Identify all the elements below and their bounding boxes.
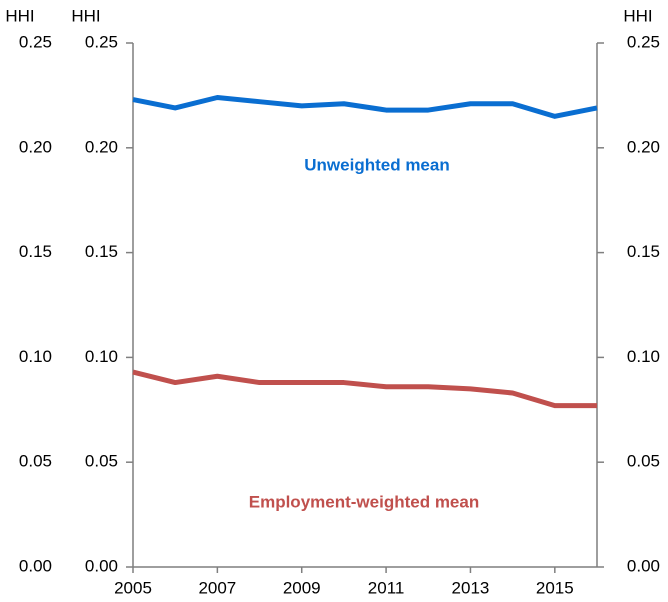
y-tick-label: 0.00 bbox=[19, 556, 52, 575]
x-tick-label: 2005 bbox=[114, 578, 152, 597]
series-label: Employment-weighted mean bbox=[249, 492, 479, 511]
x-tick-label: 2007 bbox=[198, 578, 236, 597]
x-tick-label: 2009 bbox=[283, 578, 321, 597]
y-axis-label: HHI bbox=[5, 6, 34, 25]
y-tick-label: 0.00 bbox=[627, 556, 660, 575]
y-tick-label: 0.20 bbox=[19, 137, 52, 156]
y-tick-label: 0.15 bbox=[19, 242, 52, 261]
series-label: Unweighted mean bbox=[304, 155, 449, 174]
y-tick-label: 0.05 bbox=[85, 452, 118, 471]
y-tick-label: 0.05 bbox=[627, 452, 660, 471]
x-tick-label: 2013 bbox=[452, 578, 490, 597]
y-tick-label: 0.10 bbox=[627, 347, 660, 366]
y-axis-label: HHI bbox=[623, 6, 652, 25]
y-tick-label: 0.25 bbox=[627, 32, 660, 51]
x-tick-label: 2015 bbox=[536, 578, 574, 597]
y-axis-label: HHI bbox=[71, 6, 100, 25]
y-tick-label: 0.25 bbox=[19, 32, 52, 51]
y-tick-label: 0.10 bbox=[85, 347, 118, 366]
y-tick-label: 0.05 bbox=[19, 452, 52, 471]
y-tick-label: 0.15 bbox=[85, 242, 118, 261]
y-tick-label: 0.10 bbox=[19, 347, 52, 366]
y-tick-label: 0.25 bbox=[85, 32, 118, 51]
y-tick-label: 0.20 bbox=[627, 137, 660, 156]
x-tick-label: 2011 bbox=[368, 578, 405, 597]
y-tick-label: 0.00 bbox=[85, 556, 118, 575]
y-tick-label: 0.15 bbox=[627, 242, 660, 261]
series-line bbox=[132, 94, 598, 119]
series-line bbox=[132, 369, 597, 409]
y-tick-label: 0.20 bbox=[85, 137, 118, 156]
